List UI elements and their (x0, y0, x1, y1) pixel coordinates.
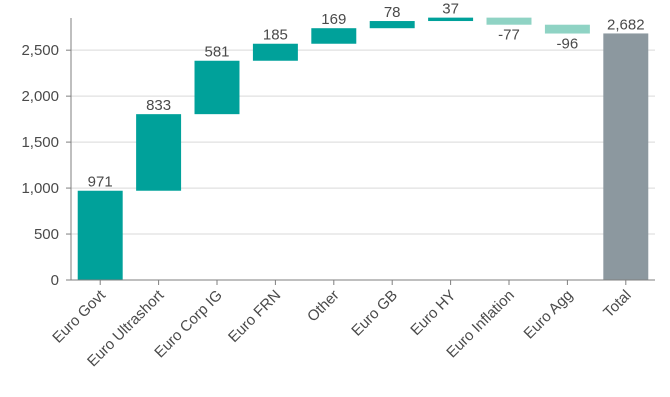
data-label: -77 (498, 27, 520, 44)
y-tick-label: 0 (51, 272, 59, 289)
x-tick-label: Euro FRN (225, 287, 284, 346)
bar (136, 114, 182, 191)
data-labels: 971 833 581 185 169 78 37 -77 -96 2,682 (88, 1, 645, 191)
y-tick-label: 500 (34, 226, 59, 243)
data-label: 833 (146, 97, 171, 114)
bar (311, 28, 357, 44)
bar (428, 17, 474, 22)
data-label: -96 (557, 36, 579, 53)
axes (66, 18, 655, 285)
data-label: 78 (384, 4, 401, 21)
x-tick-label: Other (304, 287, 343, 326)
bar (194, 60, 240, 115)
y-tick-label: 1,000 (21, 180, 59, 197)
bars (77, 17, 649, 280)
data-label: 37 (442, 1, 459, 18)
x-tick-label: Total (600, 287, 634, 321)
y-axis-tick-labels: 0 500 1,000 1,500 2,000 2,500 (21, 42, 59, 289)
data-label: 185 (263, 27, 288, 44)
x-tick-label: Euro HY (407, 287, 459, 339)
bar (77, 190, 123, 280)
data-label: 2,682 (607, 16, 645, 33)
x-tick-label: Euro GB (348, 287, 401, 340)
y-tick-label: 2,000 (21, 88, 59, 105)
data-label: 169 (321, 11, 346, 28)
y-tick-label: 1,500 (21, 134, 59, 151)
bar (544, 24, 590, 34)
bar (603, 33, 649, 280)
bar (369, 21, 415, 29)
y-tick-label: 2,500 (21, 42, 59, 59)
bar (252, 43, 298, 61)
data-label: 581 (204, 44, 229, 61)
x-tick-label: Euro Govt (49, 286, 109, 346)
x-tick-label: Euro Agg (521, 287, 577, 343)
data-label: 971 (88, 174, 113, 191)
bar (486, 17, 532, 25)
